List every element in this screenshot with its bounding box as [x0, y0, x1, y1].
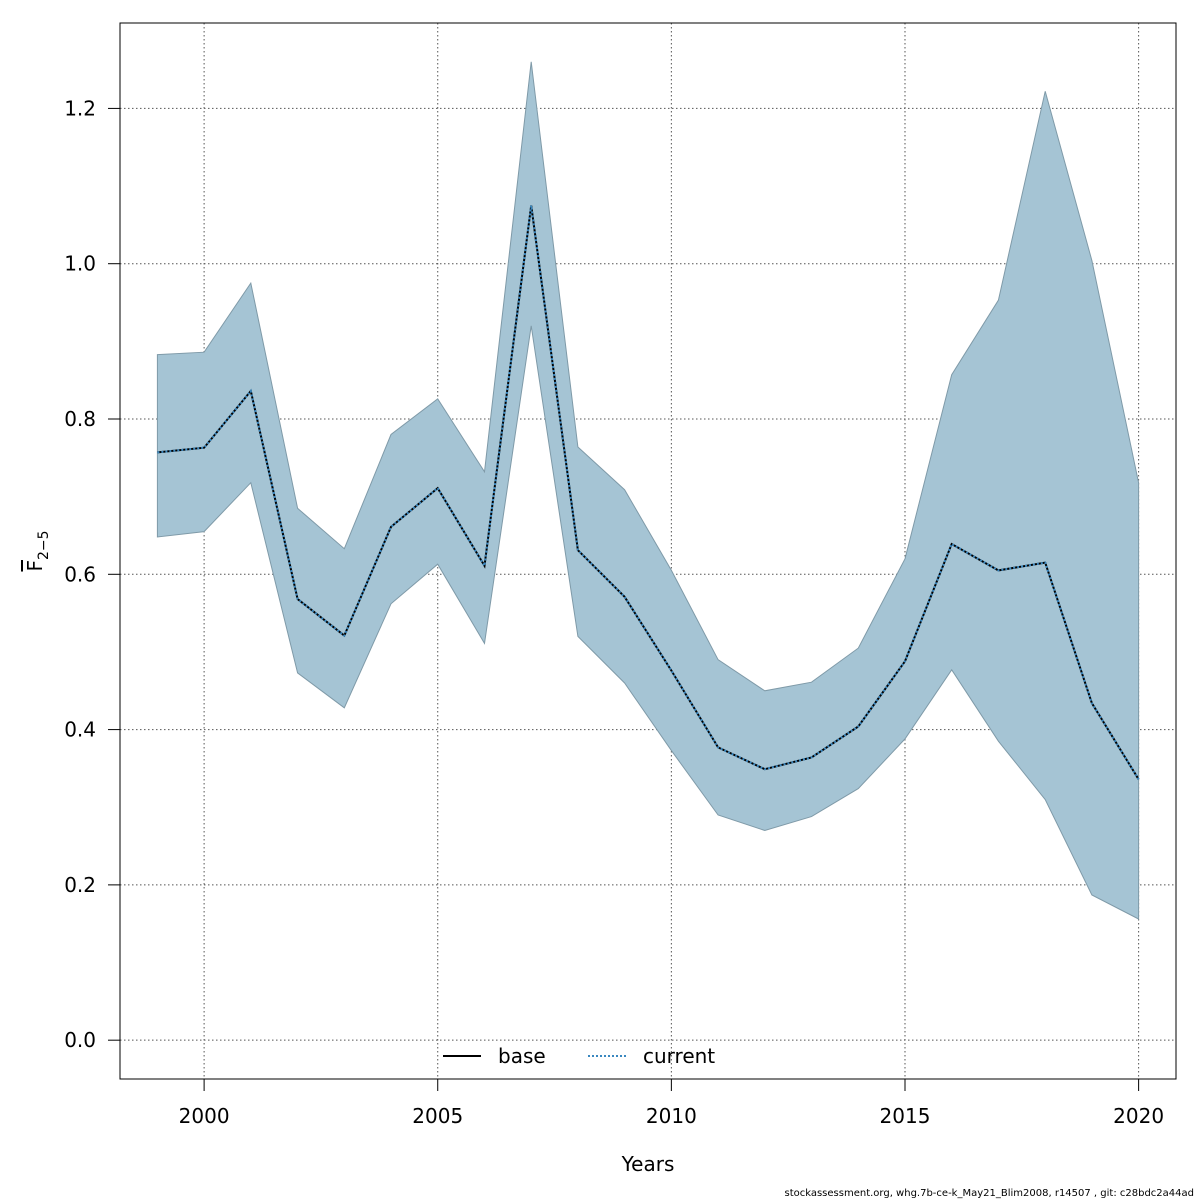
series-line-base — [157, 205, 1140, 780]
x-tick-label: 2000 — [179, 1104, 230, 1128]
y-axis-title: F2−5 — [23, 530, 52, 571]
footer-text: stockassessment.org, whg.7b-ce-k_May21_B… — [784, 1188, 1194, 1199]
y-tick-label: 0.4 — [64, 718, 96, 742]
y-axis-title-main: F — [23, 560, 47, 572]
y-tick-label: 0.2 — [64, 873, 96, 897]
x-tick-label: 2005 — [412, 1104, 463, 1128]
y-axis: 0.0 0.2 0.4 0.6 0.8 1.0 1.2 — [64, 96, 121, 1052]
legend-label-base: base — [498, 1044, 546, 1068]
confidence-band — [156, 61, 1140, 920]
x-axis-title: Years — [621, 1152, 675, 1176]
legend: base current — [443, 1044, 715, 1068]
x-axis: 2000 2005 2010 2015 2020 — [179, 1078, 1164, 1128]
y-tick-label: 1.2 — [64, 96, 96, 120]
x-tick-label: 2010 — [646, 1104, 697, 1128]
x-tick-label: 2020 — [1113, 1104, 1164, 1128]
y-tick-label: 1.0 — [64, 252, 96, 276]
y-tick-label: 0.8 — [64, 407, 96, 431]
y-axis-title-subscript: 2−5 — [36, 530, 52, 560]
x-tick-label: 2015 — [880, 1104, 931, 1128]
y-tick-label: 0.0 — [64, 1028, 96, 1052]
y-tick-label: 0.6 — [64, 562, 96, 586]
legend-label-current: current — [643, 1044, 715, 1068]
confidence-band-area — [156, 61, 1140, 920]
series-lines — [157, 205, 1140, 780]
